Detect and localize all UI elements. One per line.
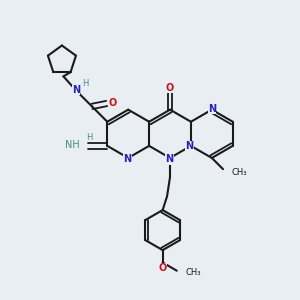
Text: N: N <box>208 104 216 114</box>
Text: N: N <box>124 154 132 164</box>
Text: O: O <box>158 263 167 273</box>
Text: H: H <box>86 133 93 142</box>
Text: H: H <box>82 79 88 88</box>
Text: CH₃: CH₃ <box>231 168 247 177</box>
Text: O: O <box>109 98 117 108</box>
Text: N: N <box>185 142 194 152</box>
Text: O: O <box>166 83 174 93</box>
Text: N: N <box>165 154 173 164</box>
Text: N: N <box>72 85 80 94</box>
Text: CH₃: CH₃ <box>185 268 200 277</box>
Text: NH: NH <box>65 140 80 150</box>
